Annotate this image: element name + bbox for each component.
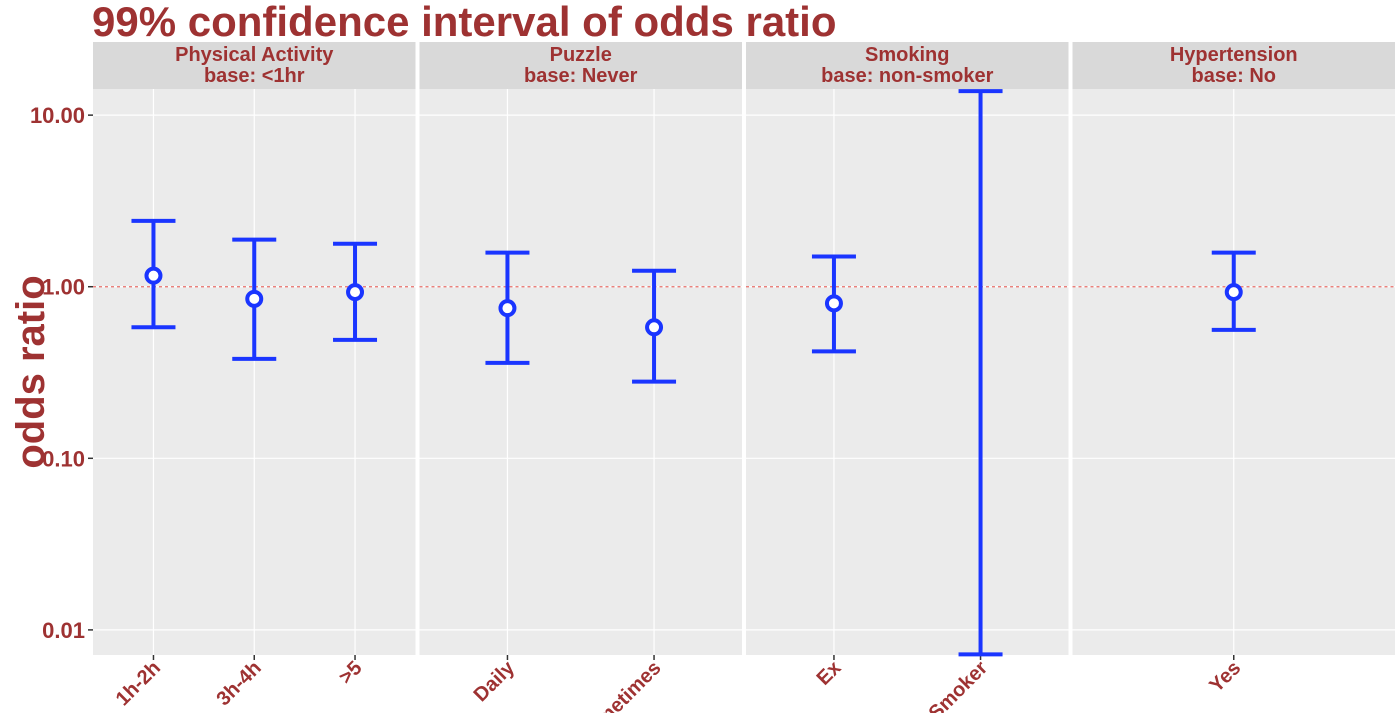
chart-title: 99% confidence interval of odds ratio [92,0,837,45]
strip-label: base: non-smoker [821,65,993,87]
y-tick-label: 10.00 [30,103,85,128]
x-tick-label: Yes [1205,657,1245,697]
strip-label: base: Never [524,65,638,87]
strip-label: base: <1hr [204,65,305,87]
x-tick-label: Daily [470,656,520,706]
x-tick-label: 3h-4h [213,657,266,710]
x-tick-label: >5 [335,657,367,689]
y-tick-label: 0.10 [42,446,85,471]
y-axis-label: odds ratio [9,275,53,468]
panel-background [419,89,742,655]
point [645,318,664,337]
panel-background [746,89,1069,655]
y-tick-label: 0.01 [42,618,85,643]
strip-label: base: No [1192,65,1276,87]
strip-label: Smoking [865,44,949,66]
strip-label: Puzzle [550,44,612,66]
point [346,283,365,302]
y-tick-label: 1.00 [42,275,85,300]
x-tick-label: 1h-2h [112,657,165,710]
strip-background [93,42,416,89]
point [144,266,163,285]
strip-label: Physical Activity [175,44,334,66]
point [245,289,264,308]
x-tick-label: Ex [813,657,846,690]
strip-background [746,42,1069,89]
strip-label: Hypertension [1170,44,1298,66]
point [1224,283,1243,302]
strip-background [1072,42,1395,89]
strip-background [419,42,742,89]
x-tick-label: Smoker [925,657,993,713]
point [498,299,517,318]
point [824,294,843,313]
x-tick-label: Sometimes [575,657,666,713]
